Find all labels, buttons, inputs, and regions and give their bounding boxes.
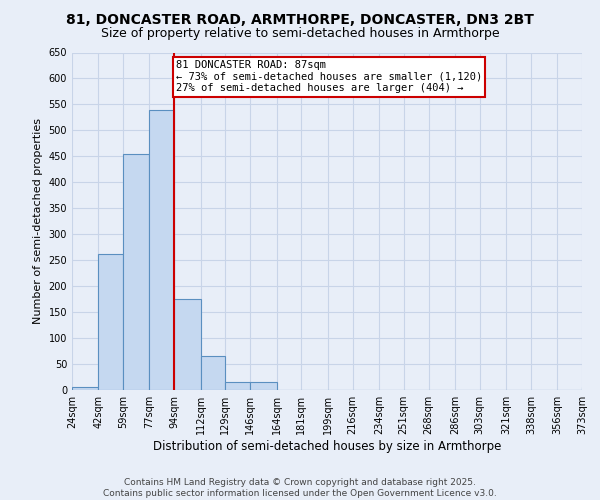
- Bar: [149, 110, 174, 390]
- Bar: [72, 388, 98, 390]
- Text: 81, DONCASTER ROAD, ARMTHORPE, DONCASTER, DN3 2BT: 81, DONCASTER ROAD, ARMTHORPE, DONCASTER…: [66, 12, 534, 26]
- Bar: [200, 356, 226, 390]
- Bar: [174, 299, 200, 390]
- Bar: [250, 382, 277, 390]
- Bar: [123, 154, 149, 390]
- Text: Size of property relative to semi-detached houses in Armthorpe: Size of property relative to semi-detach…: [101, 28, 499, 40]
- X-axis label: Distribution of semi-detached houses by size in Armthorpe: Distribution of semi-detached houses by …: [153, 440, 501, 453]
- Bar: [582, 388, 600, 390]
- Text: Contains HM Land Registry data © Crown copyright and database right 2025.
Contai: Contains HM Land Registry data © Crown c…: [103, 478, 497, 498]
- Bar: [226, 382, 250, 390]
- Text: 81 DONCASTER ROAD: 87sqm
← 73% of semi-detached houses are smaller (1,120)
27% o: 81 DONCASTER ROAD: 87sqm ← 73% of semi-d…: [176, 60, 482, 94]
- Bar: [98, 254, 123, 390]
- Y-axis label: Number of semi-detached properties: Number of semi-detached properties: [33, 118, 43, 324]
